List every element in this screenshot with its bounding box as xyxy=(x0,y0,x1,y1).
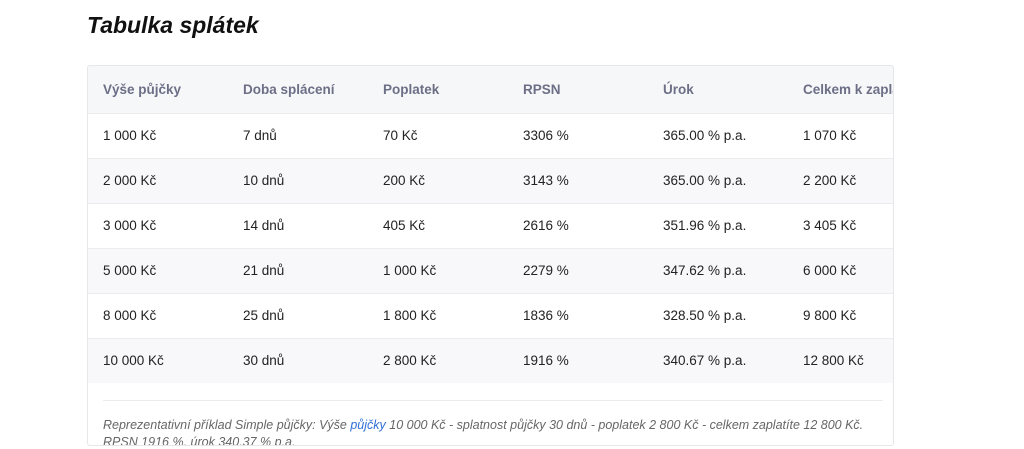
note: Reprezentativní příklad Simple půjčky: V… xyxy=(103,400,883,446)
table-cell: 347.62 % p.a. xyxy=(648,247,788,293)
table-cell: 9 800 Kč xyxy=(788,292,893,338)
table-head: Výše půjčky Doba splácení Poplatek RPSN Úrok… xyxy=(88,66,893,113)
note-text: Reprezentativní příklad Simple půjčky: V… xyxy=(103,401,883,446)
table-cell: 25 dnů xyxy=(228,292,368,338)
table-cell: 365.00 % p.a. xyxy=(648,157,788,203)
table-cell: 7 dnů xyxy=(228,112,368,158)
note-text-before: Reprezentativní příklad Simple půjčky: V… xyxy=(103,418,351,432)
table-cell: 6 000 Kč xyxy=(788,247,893,293)
column-header: Doba splácení xyxy=(228,66,368,113)
column-header: RPSN xyxy=(508,66,648,113)
table-cell: 2 200 Kč xyxy=(788,157,893,203)
table-cell: 8 000 Kč xyxy=(88,292,228,338)
note-text-after: 10 000 Kč - splatnost půjčky 30 dnů - po… xyxy=(103,418,864,446)
table-row: 10 000 Kč 30 dnů 2 800 Kč 1916 % 340.67 % p.… xyxy=(88,337,893,383)
column-header: Celkem k zaplacení xyxy=(788,66,893,113)
table-cell: 1 000 Kč xyxy=(88,112,228,158)
table-cell: 10 000 Kč xyxy=(88,337,228,383)
note-link[interactable]: půjčky xyxy=(350,418,386,432)
table-cell: 21 dnů xyxy=(228,247,368,293)
table-row: 5 000 Kč 21 dnů 1 000 Kč 2279 % 347.62 % p.a… xyxy=(88,247,893,293)
table-cell: 365.00 % p.a. xyxy=(648,112,788,158)
table-cell: 2279 % xyxy=(508,247,648,293)
table-cell: 3 000 Kč xyxy=(88,202,228,248)
table-cell: 1 070 Kč xyxy=(788,112,893,158)
table-cell: 2616 % xyxy=(508,202,648,248)
column-header: Výše půjčky xyxy=(88,66,228,113)
table-cell: 3 405 Kč xyxy=(788,202,893,248)
table-cell: 1916 % xyxy=(508,337,648,383)
table-cell: 200 Kč xyxy=(368,157,508,203)
table-cell: 12 800 Kč xyxy=(788,337,893,383)
column-header: Úrok xyxy=(648,66,788,113)
table-cell: 10 dnů xyxy=(228,157,368,203)
table-cell: 30 dnů xyxy=(228,337,368,383)
page-title: Tabulka splátek xyxy=(87,12,259,38)
table-cell: 3143 % xyxy=(508,157,648,203)
table-cell: 14 dnů xyxy=(228,202,368,248)
table-row: 2 000 Kč 10 dnů 200 Kč 3143 % 365.00 % p.a. 2… xyxy=(88,157,893,203)
table-cell: 3306 % xyxy=(508,112,648,158)
table-container: Výše půjčky Doba splácení Poplatek RPSN Úrok… xyxy=(87,65,894,446)
table-cell: 2 000 Kč xyxy=(88,157,228,203)
table-row: 8 000 Kč 25 dnů 1 800 Kč 1836 % 328.50 % p.a… xyxy=(88,292,893,338)
table-cell: 351.96 % p.a. xyxy=(648,202,788,248)
table-cell: 1 800 Kč xyxy=(368,292,508,338)
table-body: 1 000 Kč 7 dnů 70 Kč 3306 % 365.00 % p.a. 1 0… xyxy=(88,112,893,383)
table-cell: 1 000 Kč xyxy=(368,247,508,293)
header-row: Výše půjčky Doba splácení Poplatek RPSN Úrok… xyxy=(88,66,893,113)
column-header: Poplatek xyxy=(368,66,508,113)
table-cell: 328.50 % p.a. xyxy=(648,292,788,338)
table-cell: 70 Kč xyxy=(368,112,508,158)
table-row: 1 000 Kč 7 dnů 70 Kč 3306 % 365.00 % p.a. 1 0… xyxy=(88,112,893,158)
table-cell: 2 800 Kč xyxy=(368,337,508,383)
table-row: 3 000 Kč 14 dnů 405 Kč 2616 % 351.96 % p.a. 3… xyxy=(88,202,893,248)
table-cell: 340.67 % p.a. xyxy=(648,337,788,383)
repayment-table: Výše půjčky Doba splácení Poplatek RPSN Úrok… xyxy=(88,66,893,383)
table-cell: 405 Kč xyxy=(368,202,508,248)
table-cell: 1836 % xyxy=(508,292,648,338)
table-cell: 5 000 Kč xyxy=(88,247,228,293)
